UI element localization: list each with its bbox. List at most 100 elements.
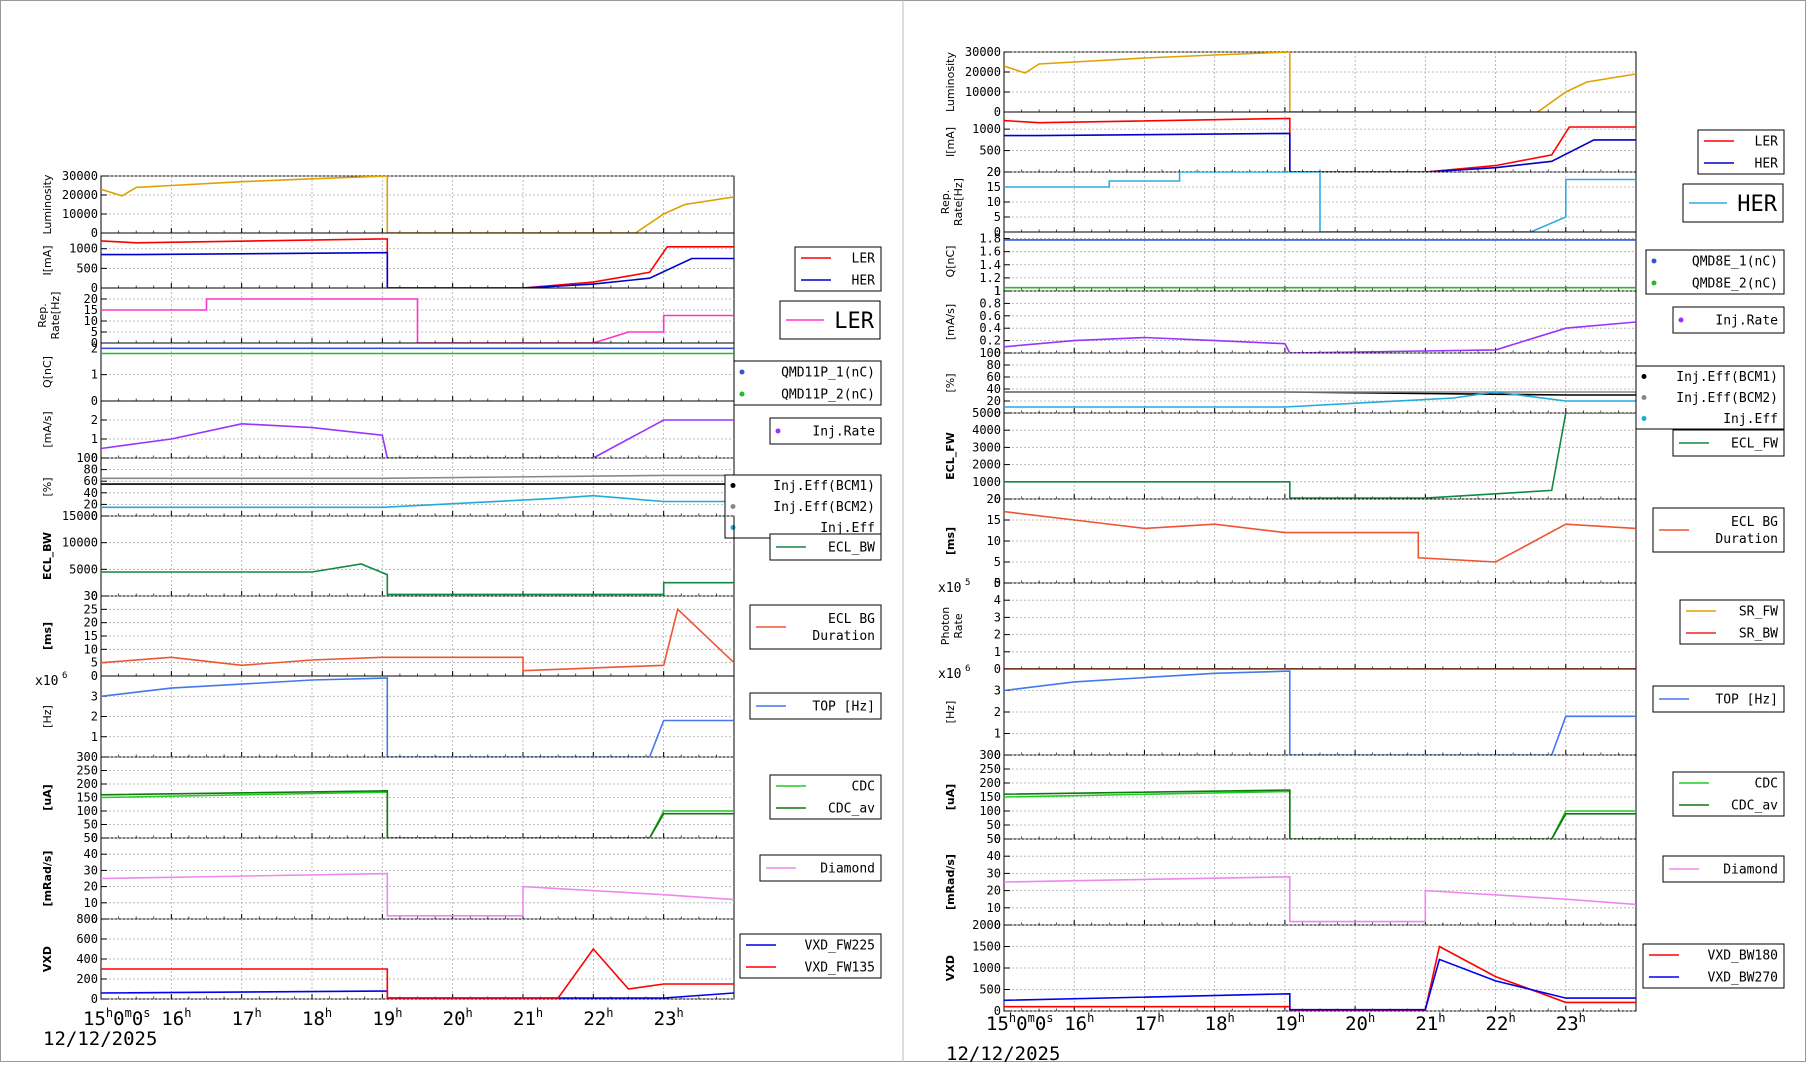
y-tick-label: 10000: [965, 85, 1001, 99]
series-inj-rate: [101, 419, 734, 458]
y-tick-label: 5: [91, 656, 98, 670]
y-tick-label: 60: [84, 474, 98, 488]
y-tick-label: 40: [987, 382, 1001, 396]
x-tick-hour: 22: [1486, 1013, 1509, 1035]
panel-charge: 1.81.61.41.21 Q[nC]: [944, 231, 1637, 298]
y-tick-label: 10: [987, 901, 1001, 915]
series-luminosity: [101, 176, 734, 233]
y-multiplier-exp: 5: [965, 578, 970, 588]
x-tick-min: 0: [113, 1008, 124, 1030]
y-tick-label: 0: [91, 451, 98, 465]
series-group: [101, 872, 734, 917]
y-tick-label: 0: [91, 912, 98, 926]
legend-label: QMD11P_1(nC): [781, 366, 875, 381]
series-inj-rate: [1004, 321, 1636, 353]
legend-label: Inj.Eff(BCM1): [1676, 370, 1778, 385]
legend-label: VXD_FW225: [805, 939, 875, 954]
legend-box: [733, 360, 882, 406]
y-tick-label: 600: [76, 932, 98, 946]
series-ecl-bg-duration: [101, 607, 734, 672]
y-tick-label: 3000: [972, 440, 1001, 454]
y-tick-label: 20: [987, 165, 1001, 179]
series-vxd-fw135: [101, 947, 734, 999]
legend-sr: SR_FW SR_BW: [1679, 599, 1785, 645]
y-tick-label: 1: [994, 727, 1001, 741]
legend-box: [1672, 771, 1785, 817]
legend-marker: [1651, 280, 1657, 286]
y-tick-label: 1.6: [979, 245, 1001, 259]
panel-ecl: 15000 10000 5000 0 ECL_BW: [41, 509, 735, 603]
y-tick-label: 20: [84, 497, 98, 511]
y-tick-label: 1.4: [979, 258, 1001, 272]
date-label: 12/12/2025: [946, 1043, 1060, 1062]
x-tick-hour: 20: [1345, 1013, 1368, 1035]
y-axis-label: [%]: [41, 477, 54, 496]
y-tick-label: 3: [994, 684, 1001, 698]
legend-vxd: VXD_BW180 VXD_BW270: [1642, 943, 1785, 989]
series-ecl-fw: [1004, 413, 1636, 499]
legend-label: ECL BG: [828, 612, 875, 627]
legend-marker: [730, 504, 736, 509]
x-tick-unit: h: [395, 1006, 402, 1020]
y-multiplier: x10: [938, 581, 961, 596]
series-top-hz-: [101, 677, 734, 757]
legend-label: TOP [Hz]: [812, 700, 875, 715]
y-tick-label: 2000: [972, 458, 1001, 472]
y-axis-label: VXD: [944, 955, 957, 981]
y-tick-label: 5000: [972, 406, 1001, 420]
y-tick-label: 5: [994, 210, 1001, 224]
legend-box: [1679, 599, 1785, 645]
legend-marker: [1678, 317, 1684, 323]
legend-box: [1672, 306, 1785, 334]
x-tick-label: 21h: [1415, 1011, 1445, 1035]
legend-eclbg: ECL BG Duration: [749, 604, 882, 650]
legend-label: Diamond: [820, 862, 875, 877]
y-axis-label: Luminosity: [944, 52, 957, 112]
y-tick-label: 150: [76, 791, 98, 805]
y-tick-label: 500: [979, 983, 1001, 997]
y-tick-label: 2000: [972, 918, 1001, 932]
series-inj-eff: [1004, 391, 1636, 408]
series-group: [101, 677, 734, 757]
y-tick-label: 1.8: [979, 232, 1001, 246]
legend-marker: [1641, 416, 1647, 421]
y-axis-label: Rep.: [36, 303, 49, 327]
y-tick-label: 2: [994, 628, 1001, 642]
x-tick-unit: h: [184, 1006, 191, 1020]
x-tick-label: 18h: [1205, 1011, 1235, 1035]
y-tick-label: 400: [76, 952, 98, 966]
x-tick-unit: h: [1087, 1011, 1094, 1025]
y-tick-label: 15: [84, 629, 98, 643]
legend-marker: [1641, 374, 1647, 379]
series-cdc-av: [1004, 789, 1636, 839]
y-axis-label: [ms]: [944, 527, 957, 555]
x-tick-unit: h: [1228, 1011, 1235, 1025]
x-tick-unit: h: [106, 1006, 113, 1020]
x-tick-label: 16h: [1064, 1011, 1094, 1035]
series-ler: [101, 238, 734, 288]
series-group: [101, 563, 734, 596]
legend-label: HER: [852, 274, 876, 289]
y-axis-label: I[mA]: [944, 127, 957, 157]
legend-label: ECL_FW: [1731, 437, 1778, 452]
x-tick-hour: 23: [654, 1008, 677, 1030]
y-tick-label: 1: [994, 284, 1001, 298]
series-her: [1004, 132, 1636, 172]
y-tick-label: 1000: [69, 242, 98, 256]
x-tick-sec: 0: [132, 1008, 143, 1030]
legend-box: [794, 246, 882, 292]
x-tick-hour: 23: [1556, 1013, 1579, 1035]
y-tick-label: 1: [91, 432, 98, 446]
x-tick-hour: 16: [161, 1008, 184, 1030]
y-tick-label: 50: [84, 818, 98, 832]
series-group: [1004, 945, 1636, 1011]
y-tick-label: 40: [84, 486, 98, 500]
y-axis-label: Rate[Hz]: [49, 292, 62, 340]
series-group: [1004, 117, 1636, 172]
legend-box: [739, 933, 882, 979]
y-tick-label: 60: [987, 370, 1001, 384]
legend-label: VXD_FW135: [805, 961, 875, 976]
y-tick-label: 500: [76, 261, 98, 275]
